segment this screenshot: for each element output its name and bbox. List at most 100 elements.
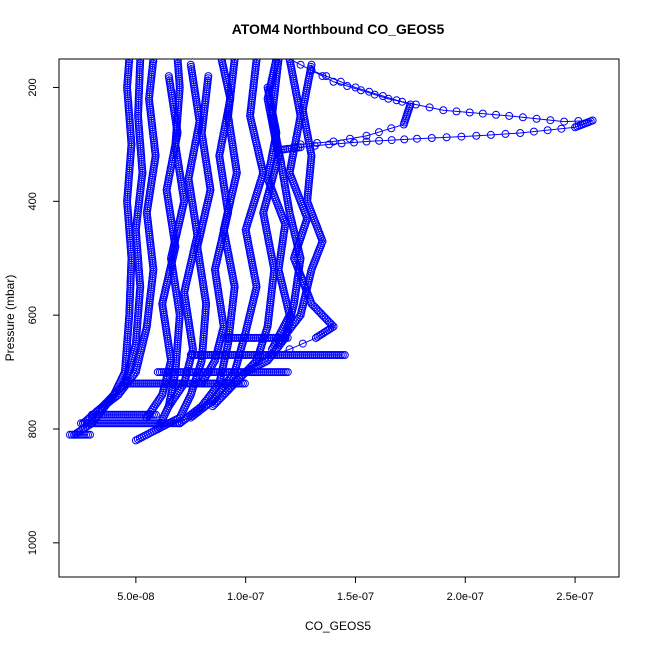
- data-point: [129, 410, 138, 419]
- data-point: [252, 351, 261, 359]
- data-point: [280, 351, 289, 359]
- series-16: [296, 66, 415, 149]
- data-point: [167, 368, 176, 377]
- data-point: [163, 419, 171, 428]
- data-point: [296, 351, 305, 359]
- data-point: [324, 351, 333, 359]
- data-point: [245, 368, 254, 377]
- data-point: [219, 368, 228, 377]
- data-point: [173, 419, 181, 428]
- data-point: [265, 333, 274, 342]
- data-point: [219, 333, 228, 342]
- data-point: [141, 419, 149, 428]
- data-point: [230, 379, 239, 388]
- data-point: [206, 351, 215, 359]
- data-point: [336, 77, 345, 86]
- data-point: [113, 419, 121, 428]
- data-point: [204, 72, 213, 81]
- data-point: [259, 368, 268, 377]
- data-point: [175, 419, 183, 428]
- data-point: [281, 368, 290, 377]
- data-point: [307, 66, 316, 75]
- data-point: [221, 368, 230, 377]
- data-point: [237, 333, 246, 342]
- data-point: [172, 379, 181, 388]
- data-point: [216, 351, 225, 359]
- data-point: [304, 351, 313, 359]
- data-point: [154, 379, 163, 388]
- data-point: [166, 379, 175, 388]
- data-point: [217, 368, 226, 377]
- data-point: [238, 379, 247, 388]
- data-point: [181, 368, 190, 377]
- data-point: [256, 351, 265, 359]
- data-point: [125, 410, 134, 419]
- data-point: [267, 368, 276, 377]
- data-point: [252, 356, 261, 365]
- data-point: [234, 351, 243, 359]
- data-point: [271, 368, 280, 377]
- data-point: [83, 419, 91, 428]
- data-point: [223, 333, 232, 342]
- data-point: [97, 419, 105, 428]
- data-point: [239, 368, 248, 377]
- data-point: [171, 419, 179, 428]
- data-point: [340, 351, 349, 359]
- data-point: [300, 351, 309, 359]
- data-point: [119, 419, 127, 428]
- data-point: [442, 133, 451, 142]
- data-point: [387, 136, 396, 145]
- data-point: [263, 368, 272, 377]
- data-point: [211, 368, 220, 377]
- data-point: [186, 60, 195, 69]
- data-point: [68, 430, 76, 439]
- data-point: [313, 139, 321, 147]
- data-point: [439, 106, 448, 115]
- data-point: [273, 333, 282, 342]
- x-tick-label: 2.5e-07: [556, 591, 593, 603]
- data-point: [193, 368, 202, 377]
- data-point: [206, 379, 215, 388]
- data-point: [165, 368, 174, 377]
- data-point: [89, 410, 98, 419]
- data-point: [93, 419, 101, 428]
- data-point: [254, 356, 263, 365]
- data-point: [374, 128, 383, 137]
- data-point: [250, 351, 259, 359]
- data-layer: [66, 59, 597, 445]
- data-point: [298, 351, 307, 359]
- data-point: [400, 135, 409, 144]
- data-point: [77, 419, 85, 428]
- data-point: [191, 368, 200, 377]
- data-point: [269, 333, 278, 342]
- data-point: [257, 333, 266, 342]
- data-point: [249, 333, 258, 342]
- data-point: [208, 351, 217, 359]
- data-point: [283, 368, 292, 377]
- data-point: [204, 379, 213, 388]
- data-point: [243, 333, 252, 342]
- y-tick-label: 200: [27, 78, 39, 96]
- data-point: [224, 351, 233, 359]
- data-point: [167, 419, 175, 428]
- data-point: [192, 351, 201, 359]
- data-point: [217, 59, 226, 63]
- data-point: [261, 368, 270, 377]
- data-point: [254, 351, 263, 359]
- data-point: [125, 419, 133, 428]
- data-point: [230, 351, 239, 359]
- data-point: [276, 351, 285, 359]
- data-point: [245, 333, 254, 342]
- data-point: [505, 111, 514, 120]
- data-point: [202, 379, 211, 388]
- data-point: [137, 419, 145, 428]
- series-line: [278, 59, 593, 151]
- data-point: [314, 351, 323, 359]
- data-point: [140, 379, 149, 388]
- data-point: [223, 368, 232, 377]
- data-point: [288, 351, 297, 359]
- data-point: [277, 368, 286, 377]
- data-point: [141, 410, 150, 419]
- data-point: [532, 114, 541, 123]
